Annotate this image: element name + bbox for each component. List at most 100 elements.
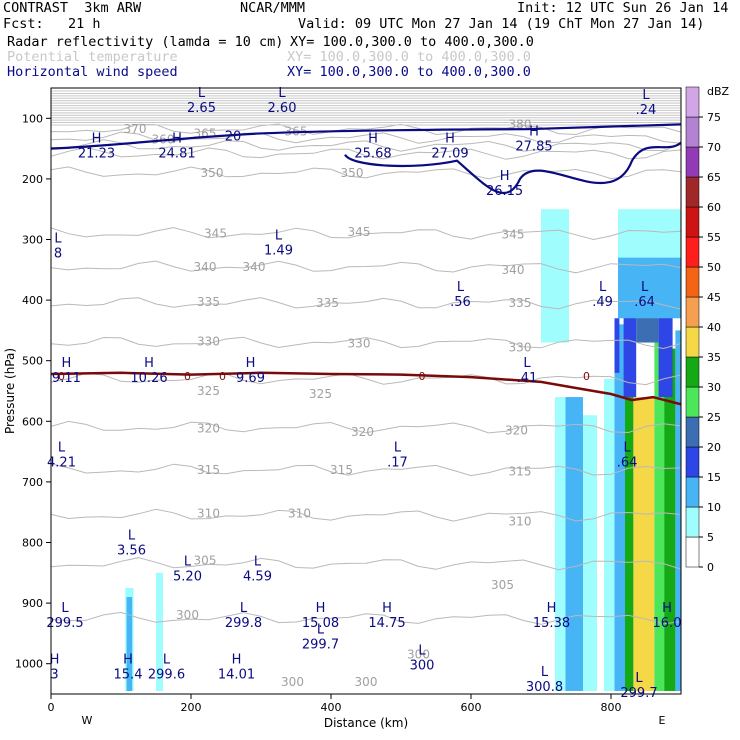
theta-isoline-315 bbox=[51, 463, 681, 477]
wind-extremum-type-15: H bbox=[144, 356, 154, 371]
colorbar-swatch-70 bbox=[685, 116, 700, 148]
wind-extremum-value-5: 25.68 bbox=[354, 147, 391, 162]
wind-extremum-value-12: .49 bbox=[592, 295, 613, 310]
wind-extremum-type-14: H bbox=[62, 356, 72, 371]
wind-extremum-8: H26.15 bbox=[486, 169, 523, 199]
wind-contour-jet-bottom bbox=[344, 141, 681, 195]
wind-extremum-type-16: H bbox=[246, 356, 256, 371]
y-tick-label-300: 300 bbox=[22, 234, 43, 247]
wind-extremum-value-3: 21.23 bbox=[78, 147, 115, 162]
colorbar-label-35: 35 bbox=[707, 351, 721, 364]
x-tick-label-800: 800 bbox=[601, 701, 622, 714]
wind-extremum-value-15: 10.26 bbox=[130, 371, 167, 386]
reflectivity-cell-2 bbox=[583, 415, 597, 691]
wind-extremum-value-0: 2.65 bbox=[187, 101, 216, 116]
reflectivity-cell-10 bbox=[614, 318, 620, 373]
colorbar-label-50: 50 bbox=[707, 261, 721, 274]
wind-extremum-0: L2.65 bbox=[187, 86, 216, 116]
reflectivity-cell-0 bbox=[555, 397, 566, 691]
wind-extremum-type-2: L bbox=[642, 88, 650, 103]
field-2-xy: XY= 100.0,300.0 to 400.0,300.0 bbox=[287, 49, 531, 65]
wind-extremum-type-26: H bbox=[316, 601, 326, 616]
theta-isoline-350 bbox=[51, 166, 681, 180]
wind-extremum-value-11: .56 bbox=[450, 295, 471, 310]
freezing-level-label-4: 0 bbox=[583, 370, 590, 383]
wind-extremum-value-22: 5.20 bbox=[173, 570, 202, 585]
wind-extremum-value-17: .41 bbox=[517, 371, 538, 386]
wind-extremum-value-1: 2.60 bbox=[268, 101, 297, 116]
theta-label-16: 330 bbox=[197, 334, 220, 348]
theta-label-28: 310 bbox=[288, 506, 311, 520]
wind-extremum-value-18: 4.21 bbox=[47, 456, 76, 471]
wind-extremum-type-24: L bbox=[61, 601, 69, 616]
theta-label-30: 305 bbox=[194, 554, 217, 568]
colorbar-swatch-35 bbox=[685, 326, 700, 358]
theta-label-14: 335 bbox=[316, 296, 339, 310]
wind-extremum-value-24: 299.5 bbox=[46, 616, 83, 631]
theta-label-5: 350 bbox=[201, 166, 224, 180]
x-tick-label-400: 400 bbox=[321, 701, 342, 714]
reflectivity-cell-9 bbox=[675, 330, 681, 691]
colorbar-swatch-45 bbox=[685, 266, 700, 298]
colorbar-swatch-75 bbox=[685, 86, 700, 118]
wind-extremum-type-0: L bbox=[198, 86, 206, 101]
theta-isoline-300 bbox=[51, 611, 681, 625]
theta-label-19: 325 bbox=[197, 384, 220, 398]
wind-extremum-value-23: 4.59 bbox=[243, 570, 272, 585]
field-2-name: Potential temperature bbox=[7, 49, 178, 65]
theta-label-26: 315 bbox=[509, 465, 532, 479]
wind-extremum-value-30: 299.7 bbox=[302, 637, 339, 652]
theta-isoline-305 bbox=[51, 557, 681, 571]
wind-extremum-type-30: L bbox=[317, 622, 325, 637]
wind-extremum-6: H27.09 bbox=[431, 132, 468, 162]
theta-label-8: 345 bbox=[348, 225, 371, 239]
theta-label-7: 345 bbox=[204, 226, 227, 240]
colorbar-swatch-30 bbox=[685, 356, 700, 388]
wind-extremum-value-26: 15.08 bbox=[302, 616, 339, 631]
wind-extremum-32: H15.4 bbox=[114, 653, 143, 683]
wind-extremum-21: L3.56 bbox=[117, 528, 146, 558]
theta-label-25: 315 bbox=[330, 463, 353, 477]
wind-extremum-34: H14.01 bbox=[218, 653, 255, 683]
reflectivity-cell-18 bbox=[156, 572, 163, 691]
x-tick-label-600: 600 bbox=[461, 701, 482, 714]
theta-label-23: 320 bbox=[505, 423, 528, 437]
theta-label-15: 335 bbox=[509, 296, 532, 310]
colorbar-swatch-0 bbox=[685, 536, 700, 568]
colorbar-label-75: 75 bbox=[707, 111, 721, 124]
wind-extremum-type-27: H bbox=[382, 601, 392, 616]
reflectivity-cell-5 bbox=[625, 342, 634, 691]
wind-extremum-11: L.56 bbox=[450, 280, 471, 310]
wind-extremum-12: L.49 bbox=[592, 280, 613, 310]
theta-label-34: 300 bbox=[281, 675, 304, 689]
reflectivity-cell-17 bbox=[541, 209, 569, 343]
wind-extremum-1: L2.60 bbox=[268, 86, 297, 116]
wind-extremum-type-31: H bbox=[50, 653, 60, 668]
wind-extremum-type-8: H bbox=[500, 169, 510, 184]
wind-extremum-type-9: L bbox=[54, 232, 62, 247]
reflectivity-cell-20 bbox=[126, 597, 133, 691]
theta-isoline-320 bbox=[51, 420, 681, 434]
model-name: CONTRAST 3km ARW bbox=[3, 0, 142, 16]
y-tick-label-600: 600 bbox=[22, 415, 43, 428]
wind-extremum-value-25: 299.8 bbox=[225, 616, 262, 631]
y-tick-label-200: 200 bbox=[22, 173, 43, 186]
x-axis-label: Distance (km) bbox=[324, 716, 408, 730]
theta-label-11: 340 bbox=[243, 260, 266, 274]
colorbar-label-65: 65 bbox=[707, 171, 721, 184]
wind-extremum-value-20: .64 bbox=[617, 456, 638, 471]
wind-extremum-15: H10.26 bbox=[130, 356, 167, 386]
center-name: NCAR/MMM bbox=[240, 0, 306, 16]
colorbar-label-70: 70 bbox=[707, 141, 721, 154]
freezing-level-label-2: 0 bbox=[219, 370, 226, 383]
wind-extremum-type-37: L bbox=[635, 671, 643, 686]
y-tick-label-700: 700 bbox=[22, 476, 43, 489]
colorbar-swatch-10 bbox=[685, 476, 700, 508]
field-3-xy: XY= 100.0,300.0 to 400.0,300.0 bbox=[287, 64, 531, 80]
colorbar-label-5: 5 bbox=[707, 531, 714, 544]
wind-extremum-type-33: L bbox=[163, 653, 171, 668]
